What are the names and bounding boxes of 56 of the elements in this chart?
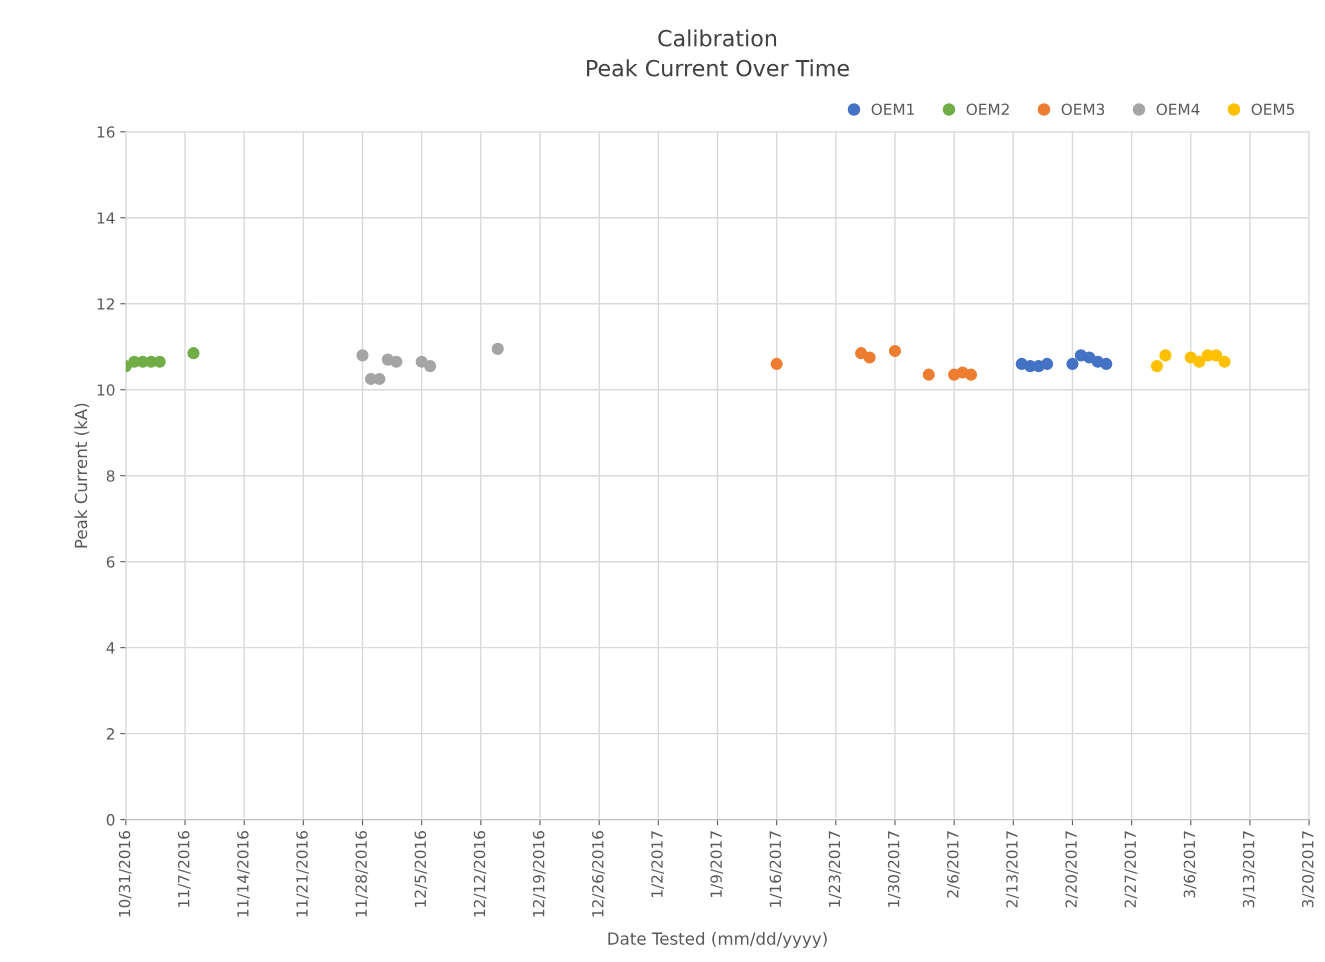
- point: [1159, 349, 1172, 362]
- point: [390, 355, 403, 368]
- x-tick-label: 11/7/2016: [177, 831, 191, 907]
- y-tick-label: 14: [97, 212, 115, 224]
- point: [922, 368, 935, 381]
- y-tick-label: 8: [106, 470, 115, 482]
- point: [187, 347, 200, 360]
- x-tick-label: 1/16/2017: [769, 831, 783, 907]
- point: [1066, 357, 1079, 371]
- y-tick-label: 12: [97, 298, 114, 310]
- legend-label: OEM2: [966, 103, 1009, 116]
- x-tick-label: 12/5/2016: [414, 831, 428, 907]
- x-tick-label: 11/28/2016: [355, 831, 369, 917]
- point: [424, 360, 437, 373]
- point: [356, 349, 369, 362]
- x-tick-label: 12/26/2016: [592, 831, 605, 917]
- point: [1150, 360, 1164, 373]
- point: [863, 351, 876, 364]
- y-tick-label: 10: [97, 384, 115, 396]
- legend-label: OEM3: [1061, 103, 1105, 116]
- x-tick-label: 10/31/2016: [118, 831, 132, 917]
- x-tick-label: 2/13/2017: [1006, 831, 1019, 908]
- x-tick-label: 3/20/2017: [1301, 831, 1315, 908]
- legend-label: OEM5: [1251, 103, 1295, 116]
- y-tick-label: 2: [106, 728, 114, 740]
- point: [1041, 357, 1054, 371]
- legend-label: OEM4: [1156, 103, 1200, 116]
- y-tick-label: 6: [106, 556, 115, 568]
- x-tick-label: 1/9/2017: [710, 831, 724, 897]
- x-tick-label: 2/6/2017: [947, 831, 960, 898]
- legend-label: OEM1: [871, 103, 914, 116]
- y-tick-label: 4: [106, 642, 115, 654]
- x-axis-title: Date Tested (mm/dd/yyyy): [608, 931, 827, 949]
- point: [1193, 355, 1206, 368]
- x-tick-label: 2/27/2017: [1124, 831, 1138, 908]
- x-tick-label: 3/6/2017: [1183, 831, 1197, 898]
- chart-title: Calibration Peak Current Over Time: [587, 29, 849, 77]
- point: [888, 344, 902, 358]
- x-tick-label: 3/13/2017: [1242, 831, 1256, 908]
- x-tick-label: 11/14/2016: [237, 831, 250, 917]
- x-tick-label: 1/23/2017: [828, 831, 842, 907]
- x-tick-label: 11/21/2016: [296, 831, 309, 917]
- point: [770, 357, 783, 371]
- x-tick-label: 12/12/2016: [473, 831, 487, 917]
- point: [491, 342, 504, 355]
- point: [1218, 355, 1231, 368]
- point: [964, 368, 978, 381]
- x-tick-label: 1/2/2017: [651, 831, 664, 897]
- y-tick-label: 0: [106, 814, 115, 826]
- y-axis-title: Peak Current (kA): [74, 403, 90, 548]
- point: [373, 372, 386, 386]
- x-tick-label: 12/19/2016: [532, 831, 546, 917]
- y-tick-label: 16: [97, 126, 115, 138]
- x-tick-label: 1/30/2017: [887, 831, 901, 907]
- point: [1100, 357, 1113, 371]
- x-tick-label: 2/20/2017: [1065, 831, 1079, 908]
